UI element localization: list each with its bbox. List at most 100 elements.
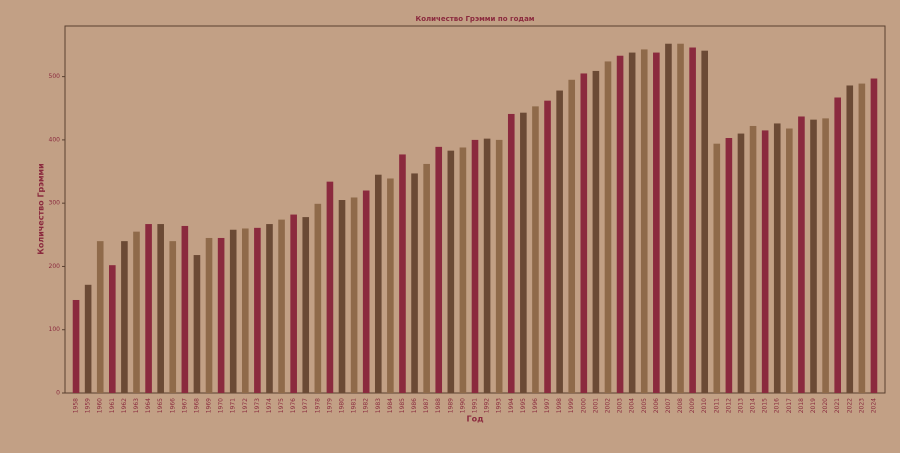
bar [109,265,116,393]
bar [133,231,140,393]
x-tick-label: 1985 [399,398,406,413]
x-tick-label: 1978 [314,398,321,413]
x-tick-label: 1961 [109,398,116,413]
x-tick-label: 1970 [218,398,225,413]
chart-title: Количество Грэмми по годам [415,15,534,23]
bar [121,241,128,393]
x-tick-label: 2000 [580,398,587,413]
bar [290,214,297,393]
bar [169,241,177,393]
x-tick-label: 1962 [121,398,128,413]
x-tick-label: 1969 [206,398,213,413]
x-tick-label: 2019 [810,398,817,413]
bar [592,70,600,393]
bar [713,143,721,393]
bar [254,227,261,393]
bar [810,119,817,393]
x-axis-label: Год [466,415,484,424]
bar [761,130,769,394]
x-tick-label: 1966 [169,398,176,413]
bar [157,224,164,393]
bar [399,154,406,393]
bar [314,203,322,393]
x-tick-label: 1974 [266,398,273,413]
x-tick-label: 1987 [423,398,430,413]
bar [580,73,588,393]
bar [628,52,636,393]
x-tick-label: 1999 [568,398,575,413]
bar [483,138,491,393]
x-tick-label: 1984 [387,398,394,413]
x-tick-label: 1990 [459,398,466,413]
bar [435,146,443,393]
y-axis-label: Количество Грэмми [37,163,46,254]
bar [411,173,418,393]
bar [665,43,672,393]
bar [241,228,249,393]
x-tick-label: 1994 [508,398,515,413]
y-tick-label: 300 [49,200,61,207]
bar [362,190,370,393]
x-tick-label: 2010 [701,398,708,413]
x-tick-label: 1995 [520,398,527,413]
x-tick-label: 1981 [351,398,358,413]
x-tick-label: 1998 [556,398,563,413]
x-tick-label: 2013 [737,398,744,413]
bar [870,78,878,393]
x-tick-label: 2009 [689,398,696,413]
x-tick-label: 1971 [230,398,237,413]
bar [205,237,213,393]
x-tick-label: 1991 [472,398,479,413]
bar [459,147,467,393]
x-tick-label: 2024 [870,398,877,413]
y-tick-label: 100 [49,326,61,333]
bar [640,49,648,393]
bar [725,137,733,393]
x-tick-label: 2018 [798,398,805,413]
bar [338,200,346,393]
x-tick-label: 2012 [725,398,732,413]
y-tick-label: 0 [56,390,60,397]
bar [701,50,709,394]
x-tick-label: 2016 [774,398,781,413]
x-tick-label: 2007 [665,398,672,413]
x-tick-label: 1983 [375,398,382,413]
x-tick-label: 2004 [629,398,636,413]
y-tick-label: 400 [49,136,61,143]
x-tick-label: 1997 [544,398,551,413]
bar [423,163,430,393]
x-tick-label: 1973 [254,398,261,413]
bar [350,197,358,393]
bar [495,139,503,393]
x-tick-label: 1967 [181,398,188,413]
x-tick-label: 1992 [484,398,491,413]
x-tick-label: 1982 [363,398,370,413]
bar [447,150,455,393]
x-tick-label: 2014 [750,398,757,413]
x-tick-label: 1993 [496,398,503,413]
bar [616,55,624,393]
bar [653,52,660,393]
bar [834,97,841,394]
x-tick-label: 1959 [85,398,92,413]
bar [532,106,539,393]
x-tick-label: 1972 [242,398,249,413]
x-tick-label: 1977 [302,398,309,413]
bar [786,128,793,393]
x-tick-label: 2020 [822,398,829,413]
bar [96,241,104,393]
x-tick-label: 1979 [326,398,333,413]
y-tick-label: 500 [49,73,61,80]
x-tick-label: 1988 [435,398,442,413]
bar [471,139,479,393]
bar [773,123,781,393]
bar [544,100,551,393]
x-tick-label: 2015 [762,398,769,413]
x-tick-label: 2011 [713,398,720,413]
bar [798,116,805,393]
x-tick-label: 1968 [193,398,200,413]
bar [72,299,80,393]
x-tick-label: 1976 [290,398,297,413]
